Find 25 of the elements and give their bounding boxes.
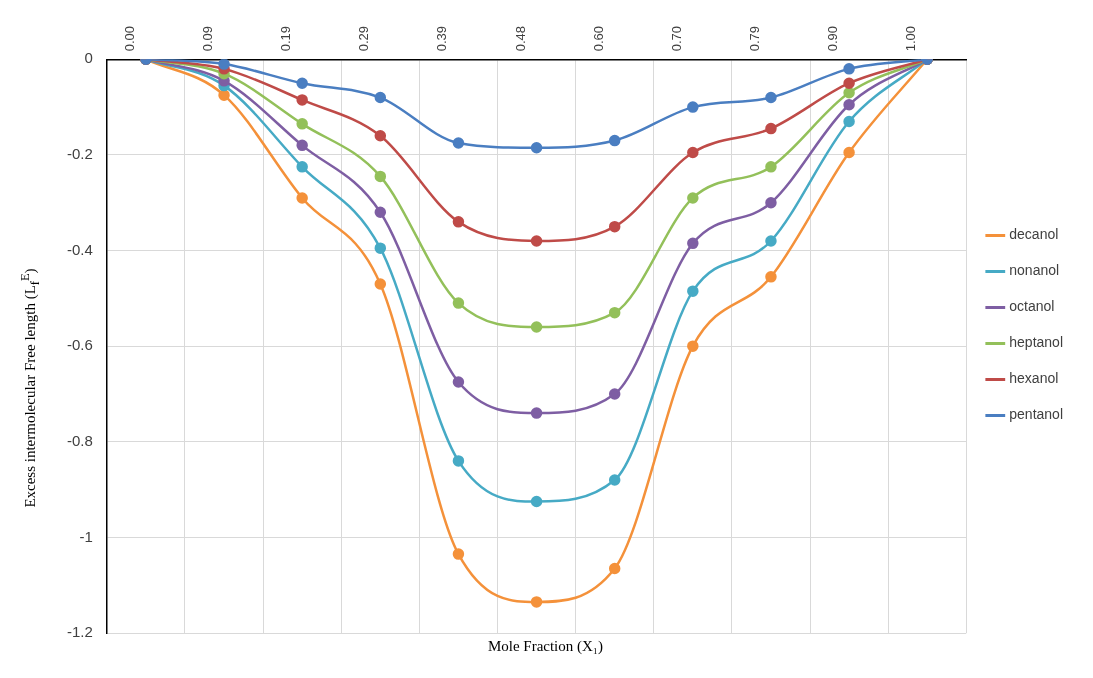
x-tick-label: 0.39 [434, 25, 450, 52]
y-tick-label: -0.2 [66, 145, 93, 163]
y-tick-label: -1.2 [66, 623, 93, 641]
x-tick-label: 0.48 [512, 25, 528, 52]
x-tick-label: 0.09 [200, 25, 216, 52]
legend-label: hexanol [1009, 370, 1059, 387]
x-tick-label: 0.19 [278, 25, 294, 52]
legend-label: nonanol [1009, 262, 1060, 279]
x-tick-label: 0.29 [356, 25, 372, 52]
x-tick-label: 0.90 [825, 25, 841, 52]
x-axis-title: Mole Fraction (X₁) [487, 638, 604, 654]
legend-label: decanol [1009, 226, 1059, 243]
x-tick-label: 1.00 [903, 25, 919, 52]
x-tick-label: 0.79 [746, 25, 762, 52]
y-tick-label: -0.6 [66, 336, 93, 354]
x-tick-label: 0.60 [590, 25, 606, 52]
y-tick-label: -0.4 [66, 240, 93, 258]
x-tick-label: 0.00 [121, 25, 137, 52]
y-tick-label: -0.8 [66, 431, 93, 449]
legend-label: pentanol [1009, 406, 1063, 423]
legend-label: octanol [1009, 298, 1055, 315]
legend-label: heptanol [1009, 334, 1063, 351]
y-tick-label: -1 [79, 527, 93, 545]
x-tick-label: 0.70 [668, 25, 684, 52]
y-tick-label: 0 [84, 49, 93, 67]
